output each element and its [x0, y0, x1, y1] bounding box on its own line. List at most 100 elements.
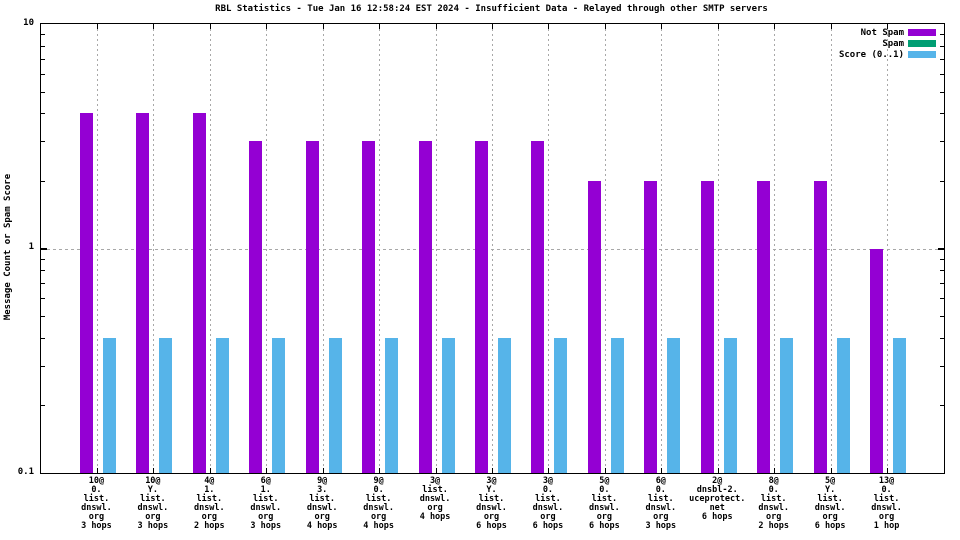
y-minor-tick [41, 141, 45, 142]
bar-score-0-1 [554, 337, 568, 473]
y-minor-tick [41, 259, 45, 260]
x-tick-top [492, 24, 493, 29]
gridline-vertical [548, 24, 550, 473]
plot-area: Not Spam Spam Score (0..1) [40, 23, 945, 474]
y-minor-tick [940, 113, 944, 114]
x-tick-top [322, 24, 324, 29]
y-minor-tick [940, 259, 944, 260]
gridline-vertical [830, 24, 832, 473]
x-tick-top [661, 24, 663, 29]
y-minor-tick [41, 405, 45, 406]
y-minor-tick [41, 113, 45, 114]
x-tick-label: 3@ list. dnswl. org 4 hops [419, 476, 451, 522]
x-tick-top [548, 24, 550, 29]
chart-title: RBL Statistics - Tue Jan 16 12:58:24 EST… [215, 4, 768, 14]
legend-entry-spam: Spam [839, 38, 936, 49]
gridline-vertical [96, 24, 98, 473]
legend-swatch [908, 40, 936, 47]
legend-label: Not Spam [860, 27, 904, 38]
bar-score-0-1 [385, 337, 399, 473]
y-minor-tick [940, 141, 944, 142]
x-tick-top [153, 24, 155, 29]
legend-label: Spam [882, 38, 904, 49]
y-tick-labels: 10 1 0.1 [0, 18, 36, 477]
bar-score-0-1 [498, 337, 511, 473]
x-tick-label: 4@ 1. list. dnswl. org 2 hops [193, 476, 225, 531]
y-major-tick [938, 248, 944, 250]
y-minor-tick [940, 34, 944, 35]
legend-label: Score (0..1) [838, 49, 904, 60]
y-minor-tick [940, 92, 944, 93]
bar-not-spam [305, 141, 319, 473]
bar-not-spam [362, 141, 376, 473]
y-minor-tick [41, 92, 45, 93]
x-tick-label: 5@ 0. list. dnswl. org 6 hops [589, 476, 620, 531]
x-tick-top [379, 24, 381, 29]
bar-score-0-1 [272, 337, 286, 473]
y-minor-tick [940, 74, 944, 75]
x-tick-bottom [830, 468, 832, 473]
x-tick-label: 2@ dnsbl-2. uceprotect. net 6 hops [689, 476, 746, 522]
x-tick-label: 5@ Y. list. dnswl. org 6 hops [814, 476, 846, 531]
y-minor-tick [41, 316, 45, 317]
gridline-vertical [266, 24, 268, 473]
bar-not-spam [531, 141, 545, 473]
gridline-vertical [492, 24, 493, 473]
y-minor-tick [940, 316, 944, 317]
x-tick-bottom [774, 468, 776, 473]
x-tick-top [830, 24, 832, 29]
x-tick-bottom [266, 468, 268, 473]
y-minor-tick [940, 270, 944, 271]
y-minor-tick [41, 181, 45, 182]
y-major-tick [41, 248, 47, 250]
bar-not-spam [418, 141, 432, 473]
bar-score-0-1 [159, 337, 173, 473]
bar-score-0-1 [102, 337, 116, 473]
bar-not-spam [192, 113, 206, 473]
gridline-vertical [717, 24, 719, 473]
bar-not-spam [700, 180, 714, 473]
x-tick-top [604, 24, 606, 29]
y-minor-tick [940, 338, 944, 339]
y-minor-tick [41, 283, 45, 284]
bar-not-spam [136, 113, 150, 473]
x-tick-label: 3@ Y. list. dnswl. org 6 hops [476, 476, 507, 531]
bar-score-0-1 [836, 337, 850, 473]
y-minor-tick [41, 46, 45, 47]
bar-score-0-1 [780, 337, 794, 473]
y-tick-label: 10 [23, 17, 34, 28]
bar-score-0-1 [610, 337, 624, 473]
y-minor-tick [41, 34, 45, 35]
x-tick-label: 3@ 0. list. dnswl. org 6 hops [532, 476, 564, 531]
y-tick-label: 0.1 [17, 466, 34, 477]
x-tick-label: 10@ 0. list. dnswl. org 3 hops [81, 476, 112, 531]
y-minor-tick [940, 283, 944, 284]
y-minor-tick [940, 46, 944, 47]
y-minor-tick [41, 366, 45, 367]
bar-not-spam [870, 248, 884, 473]
y-minor-tick [940, 298, 944, 299]
x-tick-label: 8@ 0. list. dnswl. org 2 hops [758, 476, 790, 531]
x-tick-bottom [96, 468, 98, 473]
y-minor-tick [940, 366, 944, 367]
y-minor-tick [41, 270, 45, 271]
gridline-vertical [661, 24, 663, 473]
x-tick-label: 10@ Y. list. dnswl. org 3 hops [137, 476, 169, 531]
y-tick-label: 1 [28, 242, 34, 252]
x-tick-bottom [209, 468, 211, 473]
bar-not-spam [644, 180, 658, 473]
gridline-horizontal [41, 249, 944, 250]
legend-entry-not-spam: Not Spam [839, 27, 936, 38]
y-minor-tick [940, 181, 944, 182]
x-tick-top [774, 24, 776, 29]
bar-score-0-1 [328, 337, 342, 473]
legend-swatch [908, 29, 936, 36]
bar-not-spam [249, 141, 263, 473]
gridline-vertical [887, 24, 889, 473]
x-tick-label: 6@ 1. list. dnswl. org 3 hops [250, 476, 282, 531]
y-minor-tick [41, 298, 45, 299]
y-minor-tick [41, 338, 45, 339]
legend: Not Spam Spam Score (0..1) [839, 27, 936, 60]
x-tick-bottom [379, 468, 381, 473]
